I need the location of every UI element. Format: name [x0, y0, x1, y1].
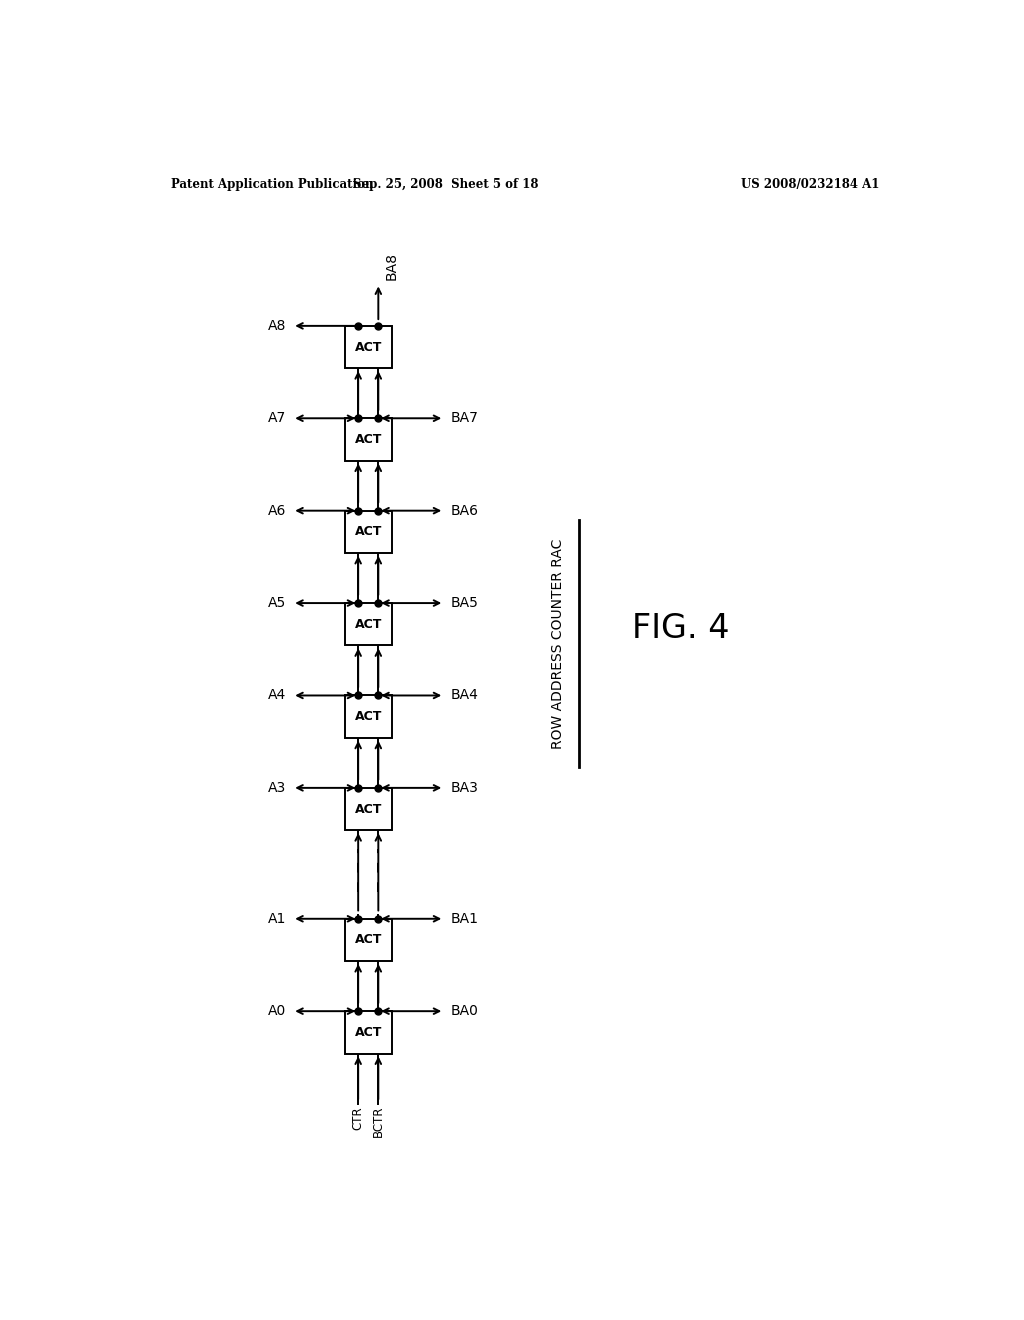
Text: ACT: ACT	[354, 433, 382, 446]
Bar	[345, 788, 391, 830]
Text: Sep. 25, 2008  Sheet 5 of 18: Sep. 25, 2008 Sheet 5 of 18	[353, 178, 539, 190]
Text: A5: A5	[268, 597, 286, 610]
Text: BA6: BA6	[451, 504, 478, 517]
Text: A3: A3	[268, 781, 286, 795]
Text: A6: A6	[267, 504, 286, 517]
Text: BA1: BA1	[451, 912, 478, 925]
Text: Patent Application Publication: Patent Application Publication	[171, 178, 373, 190]
Bar	[345, 919, 391, 961]
Text: BA8: BA8	[385, 252, 398, 280]
Text: BA5: BA5	[451, 597, 478, 610]
Text: A4: A4	[268, 689, 286, 702]
Text: BA4: BA4	[451, 689, 478, 702]
Bar	[345, 603, 391, 645]
Text: ACT: ACT	[354, 710, 382, 723]
Text: US 2008/0232184 A1: US 2008/0232184 A1	[741, 178, 880, 190]
Text: ACT: ACT	[354, 803, 382, 816]
Bar	[345, 326, 391, 368]
Text: A1: A1	[267, 912, 286, 925]
Bar	[345, 511, 391, 553]
Text: ACT: ACT	[354, 933, 382, 946]
Text: A8: A8	[267, 319, 286, 333]
Bar	[345, 696, 391, 738]
Text: ROW ADDRESS COUNTER RAC: ROW ADDRESS COUNTER RAC	[551, 539, 565, 748]
Bar	[345, 418, 391, 461]
Text: ACT: ACT	[354, 1026, 382, 1039]
Bar	[345, 1011, 391, 1053]
Text: CTR: CTR	[351, 1106, 365, 1130]
Text: BCTR: BCTR	[372, 1106, 385, 1138]
Text: BA3: BA3	[451, 781, 478, 795]
Text: BA7: BA7	[451, 412, 478, 425]
Text: FIG. 4: FIG. 4	[632, 611, 729, 644]
Text: BA0: BA0	[451, 1005, 478, 1018]
Text: A7: A7	[268, 412, 286, 425]
Text: ACT: ACT	[354, 525, 382, 539]
Text: ACT: ACT	[354, 341, 382, 354]
Text: A0: A0	[268, 1005, 286, 1018]
Text: ACT: ACT	[354, 618, 382, 631]
